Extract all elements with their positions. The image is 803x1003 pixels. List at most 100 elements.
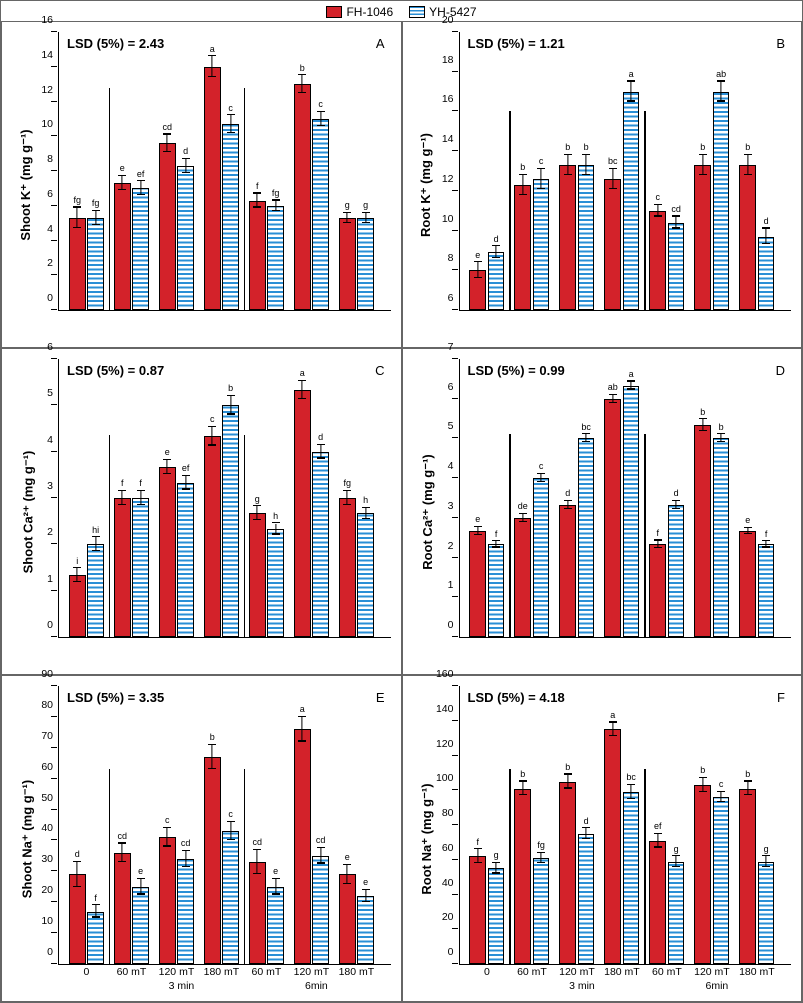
x-super-label: 6min [305, 980, 328, 992]
x-category-label: 120 mT [559, 966, 595, 978]
sig-label: e [475, 514, 480, 524]
group-divider [244, 769, 245, 964]
bar-fh1046 [294, 84, 311, 310]
sig-label: b [584, 142, 589, 152]
ytick-label: 100 [436, 772, 454, 784]
bar-yh5427 [668, 862, 685, 965]
sig-label: d [764, 216, 769, 226]
x-category-label: 0 [484, 966, 490, 978]
x-super-label: 3 min [569, 980, 595, 992]
x-category-label: 60 mT [517, 966, 547, 978]
bar-fh1046 [114, 183, 131, 310]
bar-fh1046 [249, 201, 266, 310]
ytick-label: 80 [41, 699, 53, 711]
sig-label: c [228, 103, 233, 113]
group-divider [509, 434, 510, 637]
ytick-label: 120 [436, 738, 454, 750]
sig-label: cd [316, 835, 326, 845]
sig-label: b [700, 765, 705, 775]
lsd-text: LSD (5%) = 3.35 [67, 690, 164, 705]
bar-fh1046 [649, 211, 666, 310]
sig-label: i [76, 556, 78, 566]
sig-label: bc [626, 772, 636, 782]
bar-fh1046 [469, 856, 486, 964]
bar-yh5427 [668, 505, 685, 637]
ytick-label: 90 [41, 668, 53, 680]
sig-label: f [121, 478, 124, 488]
group-divider [644, 434, 645, 637]
bar-fh1046 [604, 729, 621, 964]
bar-yh5427 [758, 237, 775, 310]
bar-yh5427 [87, 218, 104, 310]
sig-label: b [565, 142, 570, 152]
bar-yh5427 [357, 896, 374, 964]
bar-fh1046 [159, 837, 176, 964]
bar-yh5427 [713, 797, 730, 964]
group-divider [509, 111, 510, 310]
ytick-label: 160 [436, 668, 454, 680]
x-category-label: 60 mT [117, 966, 147, 978]
panel-A: Shoot K⁺ (mg g⁻¹)LSD (5%) = 2.43A0246810… [1, 21, 402, 348]
bar-fh1046 [604, 179, 621, 310]
bar-fh1046 [69, 874, 86, 964]
x-category-label: 60 mT [252, 966, 282, 978]
group-divider [109, 769, 110, 964]
bar-fh1046 [694, 425, 711, 637]
sig-label: hi [92, 525, 99, 535]
ytick-label: 70 [41, 730, 53, 742]
bar-yh5427 [267, 529, 284, 637]
ylabel: Root Ca²⁺ (mg g⁻¹) [420, 454, 436, 570]
sig-label: c [318, 99, 323, 109]
x-category-label: 180 mT [339, 966, 375, 978]
bar-fh1046 [694, 165, 711, 310]
ytick-label: 50 [41, 792, 53, 804]
x-category-label: 180 mT [604, 966, 640, 978]
ytick-label: 40 [41, 822, 53, 834]
ytick-label: 1 [47, 573, 53, 585]
bar-yh5427 [222, 831, 239, 964]
ytick-label: 10 [41, 915, 53, 927]
panel-letter: D [776, 363, 785, 378]
bar-yh5427 [177, 859, 194, 964]
bar-fh1046 [339, 498, 356, 637]
sig-label: f [256, 181, 259, 191]
x-super-label: 6min [705, 980, 728, 992]
ytick-label: 6 [448, 381, 454, 393]
bar-yh5427 [578, 438, 595, 637]
sig-label: f [656, 528, 659, 538]
ytick-label: 80 [442, 807, 454, 819]
bar-fh1046 [249, 513, 266, 637]
bar-fh1046 [249, 862, 266, 964]
sig-label: a [610, 710, 615, 720]
bar-fh1046 [739, 531, 756, 637]
bar-yh5427 [357, 218, 374, 310]
sig-label: b [745, 769, 750, 779]
x-category-label: 120 mT [159, 966, 195, 978]
sig-label: cd [181, 838, 191, 848]
sig-label: c [165, 815, 170, 825]
bar-fh1046 [649, 544, 666, 637]
sig-label: ab [608, 382, 618, 392]
sig-label: d [584, 816, 589, 826]
sig-label: fg [272, 188, 280, 198]
ylabel: Root K⁺ (mg g⁻¹) [417, 133, 433, 237]
ytick-label: 30 [41, 853, 53, 865]
ytick-label: 0 [448, 619, 454, 631]
sig-label: b [228, 383, 233, 393]
sig-label: h [363, 495, 368, 505]
ytick-label: 7 [448, 341, 454, 353]
bar-fh1046 [339, 874, 356, 964]
sig-label: f [477, 837, 480, 847]
lsd-text: LSD (5%) = 2.43 [67, 36, 164, 51]
sig-label: b [700, 407, 705, 417]
sig-label: g [494, 850, 499, 860]
sig-label: d [318, 432, 323, 442]
bar-yh5427 [623, 792, 640, 964]
bar-fh1046 [649, 841, 666, 964]
ytick-label: 6 [47, 341, 53, 353]
bar-yh5427 [533, 858, 550, 964]
sig-label: e [475, 250, 480, 260]
ylabel: Root Na⁺ (mg g⁻¹) [419, 783, 435, 894]
sig-label: e [745, 515, 750, 525]
bar-yh5427 [267, 887, 284, 964]
